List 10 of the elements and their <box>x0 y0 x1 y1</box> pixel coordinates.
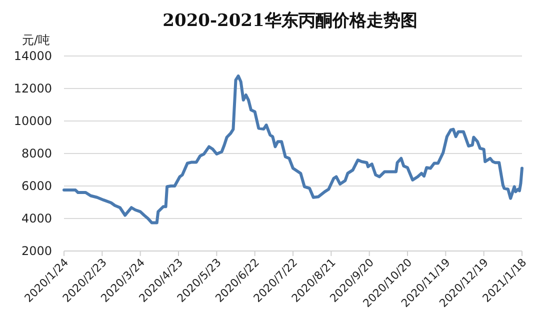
y-tick-label: 10000 <box>14 114 52 128</box>
y-tick-label: 8000 <box>21 146 52 160</box>
y-tick-label: 14000 <box>14 49 52 63</box>
y-tick-label: 12000 <box>14 82 52 96</box>
y-tick-label: 2000 <box>21 244 52 258</box>
y-axis-title: 元/吨 <box>22 33 50 47</box>
y-tick-label: 4000 <box>21 212 52 226</box>
y-tick-label: 6000 <box>21 179 52 193</box>
line-series <box>62 74 524 224</box>
chart-title: 2020-2021华东丙酮价格走势图 <box>162 11 418 31</box>
